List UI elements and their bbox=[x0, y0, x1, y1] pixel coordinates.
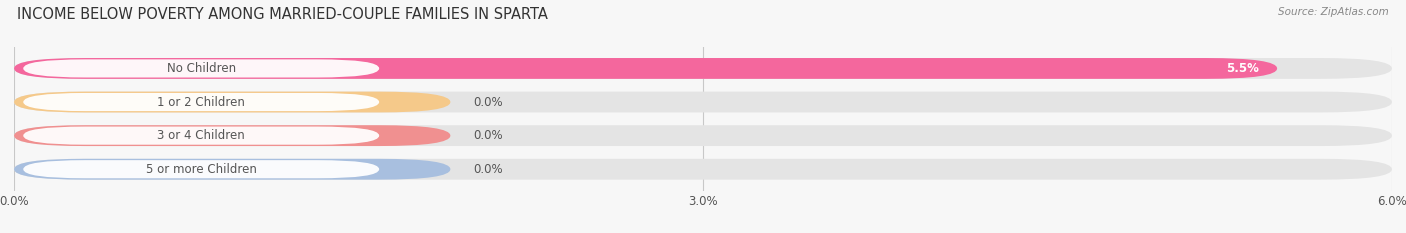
FancyBboxPatch shape bbox=[14, 58, 1392, 79]
FancyBboxPatch shape bbox=[24, 127, 380, 145]
Text: 5.5%: 5.5% bbox=[1226, 62, 1258, 75]
Text: 0.0%: 0.0% bbox=[474, 163, 503, 176]
FancyBboxPatch shape bbox=[14, 58, 1277, 79]
FancyBboxPatch shape bbox=[24, 59, 380, 78]
FancyBboxPatch shape bbox=[24, 93, 380, 111]
Text: 0.0%: 0.0% bbox=[474, 129, 503, 142]
FancyBboxPatch shape bbox=[14, 159, 1392, 180]
Text: 3 or 4 Children: 3 or 4 Children bbox=[157, 129, 245, 142]
Text: No Children: No Children bbox=[167, 62, 236, 75]
Text: INCOME BELOW POVERTY AMONG MARRIED-COUPLE FAMILIES IN SPARTA: INCOME BELOW POVERTY AMONG MARRIED-COUPL… bbox=[17, 7, 548, 22]
Text: 1 or 2 Children: 1 or 2 Children bbox=[157, 96, 245, 109]
FancyBboxPatch shape bbox=[14, 92, 450, 113]
Text: Source: ZipAtlas.com: Source: ZipAtlas.com bbox=[1278, 7, 1389, 17]
Text: 0.0%: 0.0% bbox=[474, 96, 503, 109]
FancyBboxPatch shape bbox=[24, 160, 380, 178]
FancyBboxPatch shape bbox=[14, 159, 450, 180]
FancyBboxPatch shape bbox=[14, 92, 1392, 113]
FancyBboxPatch shape bbox=[14, 125, 450, 146]
Text: 5 or more Children: 5 or more Children bbox=[146, 163, 257, 176]
FancyBboxPatch shape bbox=[14, 125, 1392, 146]
